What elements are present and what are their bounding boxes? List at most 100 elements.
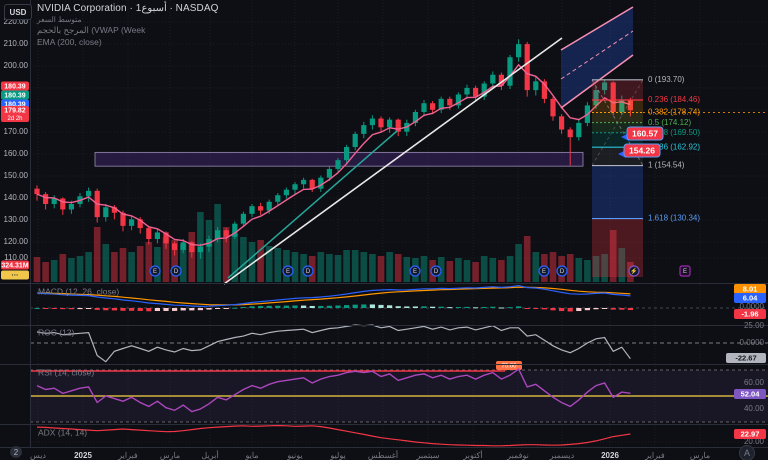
indicator-badge--22.67: -22.67 — [726, 353, 766, 363]
svg-text:سبتمبر: سبتمبر — [416, 451, 440, 460]
rsi-pane: 70.00 — [30, 361, 768, 423]
svg-text:200.00: 200.00 — [4, 61, 29, 70]
event-marker-D[interactable]: D — [302, 265, 314, 277]
price-axis[interactable]: 220.00 210.00 200.00 170.00 160.00 150.00 140.… — [1, 0, 31, 448]
svg-text:2026: 2026 — [601, 451, 619, 460]
svg-text:70.00: 70.00 — [501, 364, 517, 370]
svg-text:-22.67: -22.67 — [735, 353, 756, 362]
svg-text:نوفمبر: نوفمبر — [506, 451, 529, 460]
svg-text:⚡: ⚡ — [630, 267, 637, 275]
svg-text:E: E — [153, 269, 157, 275]
event-marker-⚡[interactable]: ⚡ — [628, 265, 640, 277]
svg-text:8.01: 8.01 — [743, 284, 758, 293]
svg-text:مارس: مارس — [160, 451, 180, 460]
svg-text:0.0000: 0.0000 — [740, 338, 765, 347]
price-badge-···[interactable]: ··· — [1, 270, 29, 280]
svg-text:0.0000: 0.0000 — [740, 302, 765, 311]
svg-text:أبريل: أبريل — [201, 449, 218, 460]
event-marker-E[interactable]: E — [679, 265, 691, 277]
svg-text:0.786 (162.92): 0.786 (162.92) — [648, 142, 700, 151]
vwap-line[interactable] — [36, 63, 631, 247]
event-markers: E D E D E D E D ⚡ E — [149, 265, 691, 277]
svg-text:ADX (14, 14): ADX (14, 14) — [38, 427, 87, 437]
svg-text:52.04: 52.04 — [741, 389, 761, 398]
adx-pane — [30, 424, 768, 447]
svg-text:···: ··· — [12, 272, 19, 279]
svg-text:210.00: 210.00 — [4, 39, 29, 48]
svg-text:أغسطس: أغسطس — [368, 449, 398, 460]
svg-text:25.00: 25.00 — [744, 321, 765, 330]
pane-titles: MACD (12, 26, close) ROC (12) RSI (14, clo… — [38, 286, 119, 437]
logo-button[interactable]: A — [739, 445, 755, 460]
roc-pane — [30, 324, 768, 363]
svg-text:2d 2h: 2d 2h — [7, 116, 22, 122]
roc-line — [36, 324, 631, 363]
svg-text:0.5 (174.12): 0.5 (174.12) — [648, 118, 691, 127]
svg-text:E: E — [542, 269, 546, 275]
svg-text:ديس: ديس — [30, 451, 46, 460]
svg-text:110.00: 110.00 — [4, 253, 28, 262]
trendline-teal[interactable] — [227, 130, 398, 279]
svg-text:0.382 (178.74): 0.382 (178.74) — [648, 108, 700, 117]
parallel-channel[interactable] — [560, 6, 634, 109]
svg-text:فبراير: فبراير — [117, 451, 138, 460]
svg-text:60.00: 60.00 — [744, 378, 765, 387]
svg-text:0.618 (169.50): 0.618 (169.50) — [648, 128, 700, 137]
event-marker-D[interactable]: D — [430, 265, 442, 277]
svg-text:120.00: 120.00 — [4, 237, 29, 246]
candles — [34, 39, 633, 259]
indicator-badge--1.96: -1.96 — [734, 309, 766, 319]
svg-text:150.00: 150.00 — [4, 171, 29, 180]
price-badge-180.39[interactable]: 180.39 — [1, 90, 29, 100]
price-badge-180.39[interactable]: 180.39 — [1, 81, 29, 91]
svg-text:324.31M: 324.31M — [1, 262, 28, 269]
svg-text:0 (193.70): 0 (193.70) — [648, 75, 685, 84]
svg-text:1.618 (130.34): 1.618 (130.34) — [648, 214, 700, 223]
svg-text:يونيو: يونيو — [286, 451, 302, 460]
price-badge-324.31M[interactable]: 324.31M — [1, 260, 29, 270]
indicator-value-axis[interactable]: 0.0000 25.00 0.0000 60.00 40.00 20.00 8.016.04… — [726, 284, 766, 446]
svg-text:D: D — [174, 269, 179, 275]
svg-text:130.00: 130.00 — [4, 215, 29, 224]
svg-text:مارس: مارس — [690, 451, 710, 460]
event-marker-E[interactable]: E — [538, 265, 550, 277]
svg-text:40.00: 40.00 — [744, 404, 765, 413]
price-flag-154.26[interactable]: 154.26 — [618, 143, 661, 158]
svg-text:MACD (12, 26, close): MACD (12, 26, close) — [38, 286, 119, 296]
adx-line — [36, 424, 631, 447]
svg-text:E: E — [683, 269, 687, 275]
svg-text:160.00: 160.00 — [4, 149, 29, 158]
rsi-line — [36, 367, 631, 413]
svg-text:1 (154.54): 1 (154.54) — [648, 161, 685, 170]
svg-text:220.00: 220.00 — [4, 17, 29, 26]
time-axis[interactable]: ديس 2025 فبراير مارس أبريل مايو يونيو يوليو أغسط… — [30, 449, 710, 460]
price-flag-160.57[interactable]: 160.57 — [621, 126, 664, 141]
rsi-ray-label[interactable]: 70.00 — [496, 361, 522, 370]
collapsed-drawings-badge[interactable]: 2 — [10, 446, 22, 458]
svg-text:179.82: 179.82 — [4, 107, 26, 114]
event-marker-D[interactable]: D — [170, 265, 182, 277]
indicator-badge-22.97: 22.97 — [734, 429, 766, 439]
svg-text:154.26: 154.26 — [629, 145, 655, 155]
currency-toggle-button[interactable]: USD — [4, 4, 32, 20]
svg-text:E: E — [286, 269, 290, 275]
svg-text:22.97: 22.97 — [741, 429, 760, 438]
event-marker-E[interactable]: E — [409, 265, 421, 277]
event-marker-E[interactable]: E — [149, 265, 161, 277]
event-marker-D[interactable]: D — [556, 265, 568, 277]
svg-text:E: E — [413, 269, 417, 275]
svg-text:فبراير: فبراير — [644, 451, 665, 460]
svg-text:180.39: 180.39 — [4, 92, 26, 99]
svg-text:0.236 (184.46): 0.236 (184.46) — [648, 95, 700, 104]
price-badge-179.82[interactable]: 179.82 2d 2h — [1, 106, 29, 122]
indicator-badge-8.01: 8.01 — [734, 284, 766, 294]
macd-line — [36, 284, 631, 308]
svg-text:140.00: 140.00 — [4, 193, 29, 202]
svg-text:D: D — [560, 269, 565, 275]
trendline-white[interactable] — [223, 37, 563, 285]
event-marker-E[interactable]: E — [282, 265, 294, 277]
svg-text:2025: 2025 — [74, 451, 92, 460]
svg-text:170.00: 170.00 — [4, 127, 29, 136]
